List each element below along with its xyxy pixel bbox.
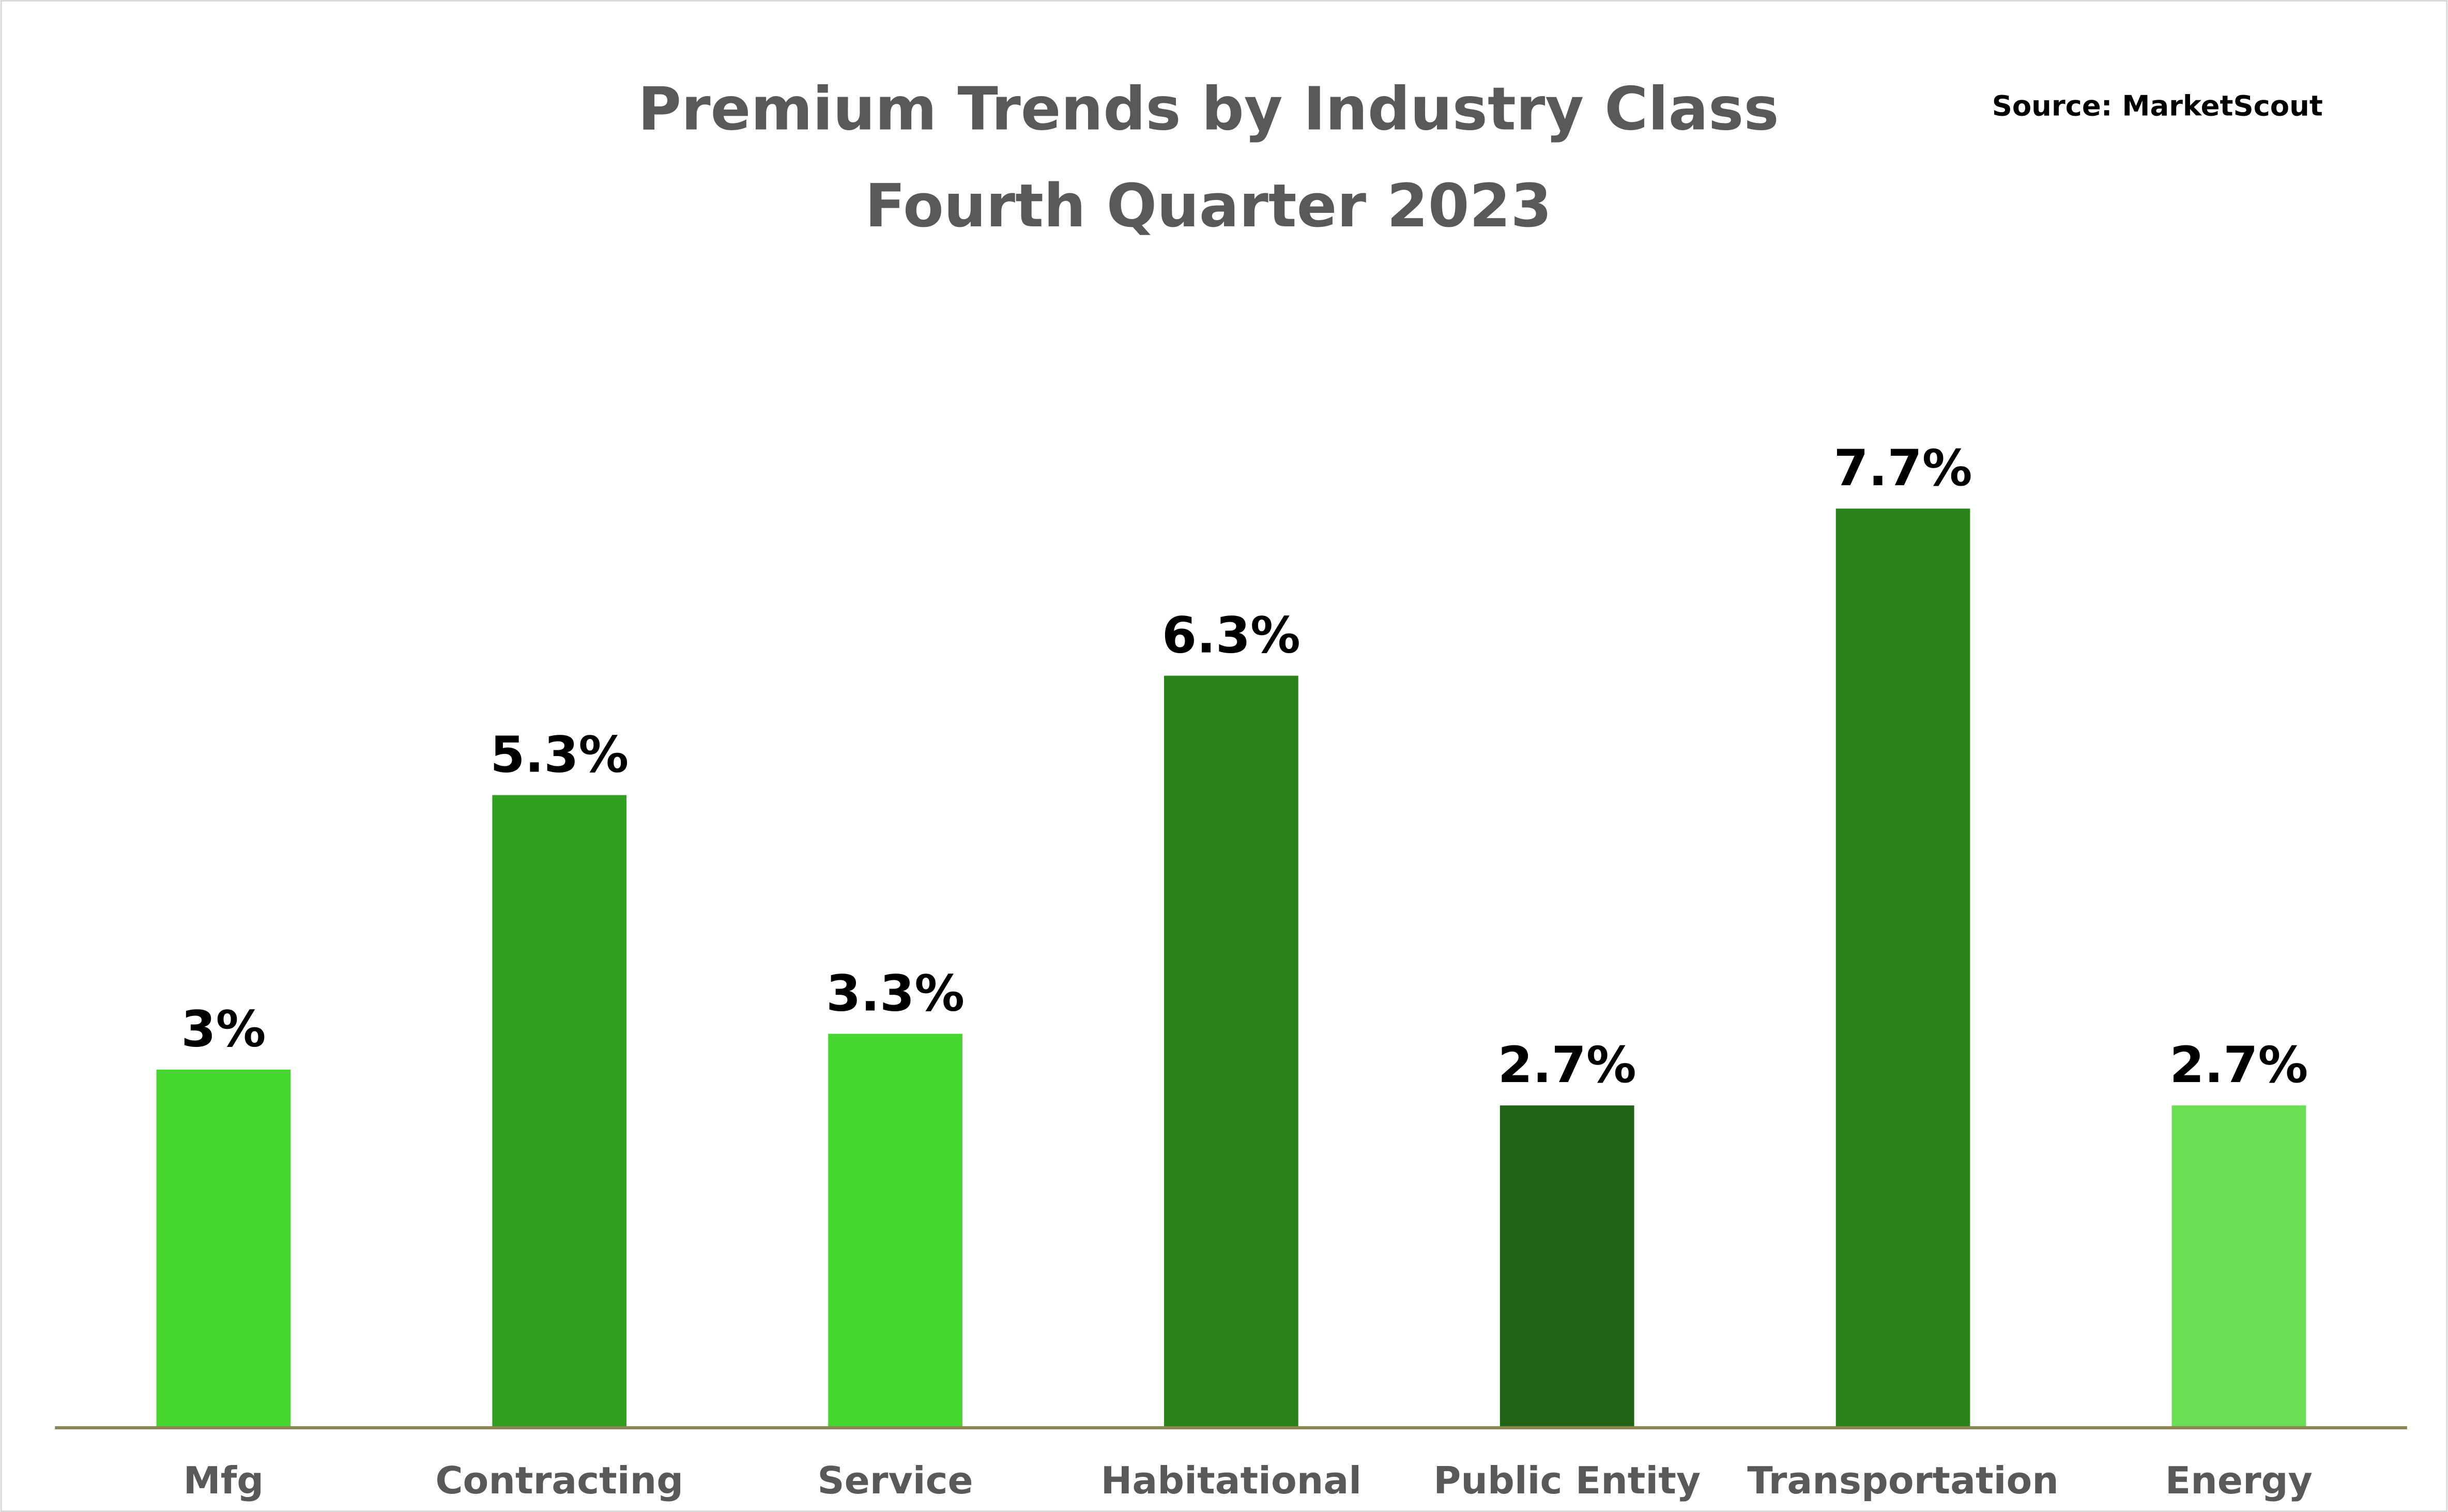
bar-transportation (1835, 508, 1970, 1428)
bars-group: 3% Mfg 5.3% Contracting 3.3% Service 6.3% Habit… (156, 439, 2313, 1503)
data-label: 5.3% (490, 725, 629, 783)
bar-mfg (156, 1069, 291, 1428)
source-note: Source: MarketScout (1992, 89, 2323, 122)
data-label: 7.7% (1834, 439, 1972, 497)
data-label: 3.3% (826, 964, 965, 1022)
x-tick-label: Habitational (1101, 1459, 1361, 1503)
data-label: 6.3% (1162, 606, 1300, 664)
chart-subtitle: Fourth Quarter 2023 (865, 172, 1552, 241)
data-label: 2.7% (2169, 1036, 2308, 1094)
data-label: 3% (181, 1000, 266, 1058)
bar-service (828, 1033, 962, 1428)
bar-energy (2171, 1105, 2306, 1428)
x-tick-label: Service (817, 1459, 973, 1503)
x-tick-label: Transportation (1747, 1459, 2059, 1503)
bar-contracting (492, 795, 627, 1428)
x-tick-label: Public Entity (1433, 1459, 1701, 1503)
x-tick-label: Energy (2165, 1459, 2313, 1503)
x-tick-label: Mfg (183, 1459, 264, 1503)
bar-habitational (1164, 675, 1298, 1428)
data-label: 2.7% (1498, 1036, 1636, 1094)
x-tick-label: Contracting (435, 1459, 683, 1503)
bar-public-entity (1500, 1105, 1634, 1428)
chart-title: Premium Trends by Industry Class (638, 75, 1779, 144)
